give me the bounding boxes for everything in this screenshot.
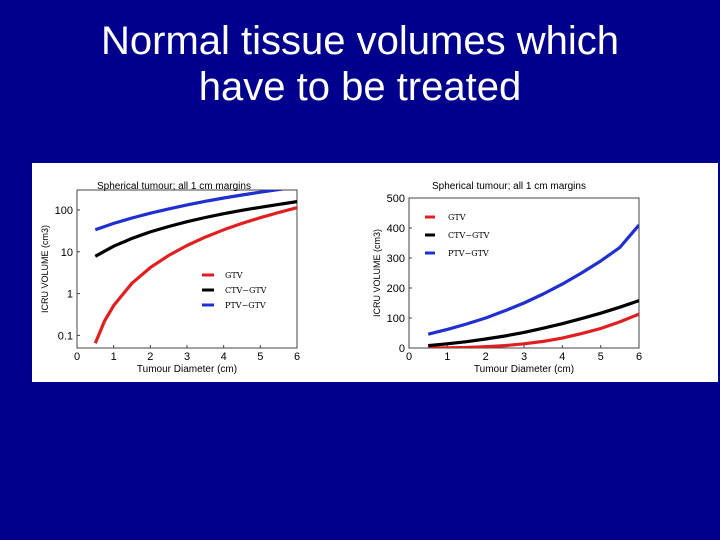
legend-label-2: CTV−GTV <box>225 286 267 295</box>
slide-title: Normal tissue volumes which have to be t… <box>0 18 720 110</box>
series-line-2 <box>428 299 639 348</box>
y-axis-label: ICRU VOLUME (cm3) <box>40 225 50 313</box>
x-tick-label: 6 <box>294 351 300 363</box>
series-line-3 <box>427 223 639 336</box>
legend-label-3: PTV−GTV <box>448 249 489 258</box>
x-tick-label: 3 <box>521 351 527 363</box>
x-tick-label: 2 <box>483 351 489 363</box>
y-tick-label: 500 <box>387 193 405 205</box>
legend-label-1: GTV <box>448 213 466 222</box>
x-tick-label: 0 <box>406 351 412 363</box>
series-line-1 <box>428 312 639 348</box>
x-tick-label: 0 <box>74 351 80 363</box>
x-tick-label: 4 <box>221 351 227 363</box>
y-tick-label: 100 <box>387 313 405 325</box>
y-tick-label: 300 <box>387 253 405 265</box>
plot-frame <box>76 189 298 349</box>
x-tick-label: 2 <box>147 351 153 363</box>
series-line-1 <box>93 206 297 344</box>
series-line-3 <box>94 190 287 232</box>
y-tick-label: 200 <box>387 283 405 295</box>
y-axis-label: ICRU VOLUME (cm3) <box>372 229 382 317</box>
series-line-2 <box>94 200 297 258</box>
x-axis-label: Tumour Diameter (cm) <box>137 364 237 375</box>
y-tick-label: 100 <box>55 205 73 217</box>
chart-2: Spherical tumour; all 1 cm margins 0 1 2 3 4 5… <box>372 181 642 375</box>
figure-panel: Spherical tumour; all 1 cm margins 0 1 2 3 4 5… <box>32 163 718 382</box>
x-tick-label: 1 <box>111 351 117 363</box>
x-tick-label: 4 <box>559 351 565 363</box>
chart-title: Spherical tumour; all 1 cm margins <box>97 181 251 192</box>
slide-title-line-2: have to be treated <box>198 65 522 109</box>
chart-1: Spherical tumour; all 1 cm margins 0 1 2 3 4 5… <box>40 181 300 375</box>
x-tick-label: 3 <box>184 351 190 363</box>
x-tick-label: 6 <box>636 351 642 363</box>
charts-svg: Spherical tumour; all 1 cm margins 0 1 2 3 4 5… <box>40 181 642 375</box>
legend-label-1: GTV <box>225 271 243 280</box>
y-tick-label: 10 <box>61 247 73 259</box>
chart-title: Spherical tumour; all 1 cm margins <box>432 181 586 192</box>
y-tick-label: 1 <box>67 289 73 301</box>
legend-label-3: PTV−GTV <box>225 301 266 310</box>
x-axis-label: Tumour Diameter (cm) <box>474 364 574 375</box>
x-tick-label: 5 <box>257 351 263 363</box>
x-tick-label: 5 <box>598 351 604 363</box>
y-tick-label: 0 <box>399 343 405 355</box>
slide-title-line-1: Normal tissue volumes which <box>101 19 619 63</box>
y-tick-label: 400 <box>387 223 405 235</box>
y-tick-label: 0.1 <box>58 330 73 342</box>
legend-label-2: CTV−GTV <box>448 231 490 240</box>
x-tick-label: 1 <box>444 351 450 363</box>
